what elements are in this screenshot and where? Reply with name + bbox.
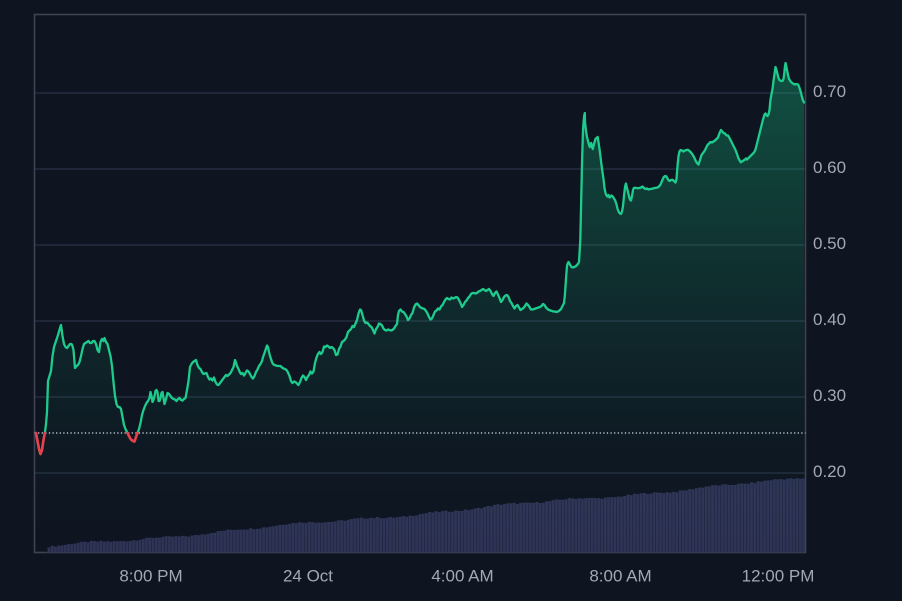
svg-text:0.70: 0.70	[813, 82, 846, 101]
svg-text:8:00 PM: 8:00 PM	[119, 567, 182, 586]
svg-text:0.50: 0.50	[813, 234, 846, 253]
svg-text:0.30: 0.30	[813, 386, 846, 405]
svg-text:8:00 AM: 8:00 AM	[589, 567, 651, 586]
svg-text:12:00 PM: 12:00 PM	[742, 567, 815, 586]
svg-text:24 Oct: 24 Oct	[283, 567, 333, 586]
svg-text:0.60: 0.60	[813, 158, 846, 177]
svg-text:0.20: 0.20	[813, 462, 846, 481]
svg-text:4:00 AM: 4:00 AM	[431, 567, 493, 586]
svg-text:0.40: 0.40	[813, 310, 846, 329]
